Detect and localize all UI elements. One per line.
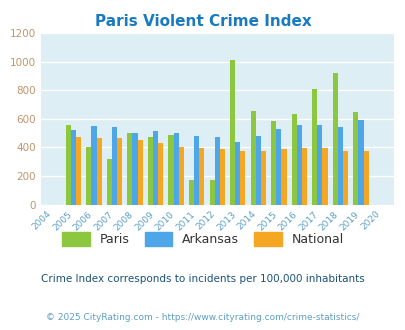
Bar (260, 151, 265, 205)
Bar (127, 133, 132, 205)
Bar (296, 124, 301, 205)
Bar (219, 149, 224, 205)
Bar (362, 151, 368, 205)
Bar (199, 148, 204, 205)
Bar (301, 148, 306, 205)
Bar (178, 147, 183, 205)
Bar (322, 148, 327, 205)
Text: Paris Violent Crime Index: Paris Violent Crime Index (94, 14, 311, 29)
Bar (240, 151, 245, 205)
Text: Crime Index corresponds to incidents per 100,000 inhabitants: Crime Index corresponds to incidents per… (41, 274, 364, 284)
Bar (188, 180, 194, 205)
Bar (91, 126, 96, 205)
Bar (230, 60, 234, 205)
Bar (107, 159, 112, 205)
Bar (214, 137, 219, 205)
Bar (275, 129, 281, 205)
Legend: Paris, Arkansas, National: Paris, Arkansas, National (57, 227, 348, 251)
Bar (76, 137, 81, 205)
Bar (117, 138, 122, 205)
Bar (147, 137, 153, 205)
Bar (271, 121, 275, 205)
Bar (317, 124, 322, 205)
Bar (158, 143, 163, 205)
Bar (250, 111, 255, 205)
Bar (209, 180, 214, 205)
Bar (358, 120, 362, 205)
Bar (137, 140, 143, 205)
Bar (332, 73, 337, 205)
Bar (132, 133, 137, 205)
Text: © 2025 CityRating.com - https://www.cityrating.com/crime-statistics/: © 2025 CityRating.com - https://www.city… (46, 313, 359, 322)
Bar (194, 136, 199, 205)
Bar (342, 151, 347, 205)
Bar (281, 149, 286, 205)
Bar (234, 143, 240, 205)
Bar (168, 135, 173, 205)
Bar (255, 136, 260, 205)
Bar (352, 112, 358, 205)
Bar (71, 129, 76, 205)
Bar (112, 127, 117, 205)
Bar (311, 89, 317, 205)
Bar (66, 125, 71, 205)
Bar (337, 127, 342, 205)
Bar (86, 147, 91, 205)
Bar (291, 114, 296, 205)
Bar (153, 131, 158, 205)
Bar (96, 138, 101, 205)
Bar (173, 133, 178, 205)
